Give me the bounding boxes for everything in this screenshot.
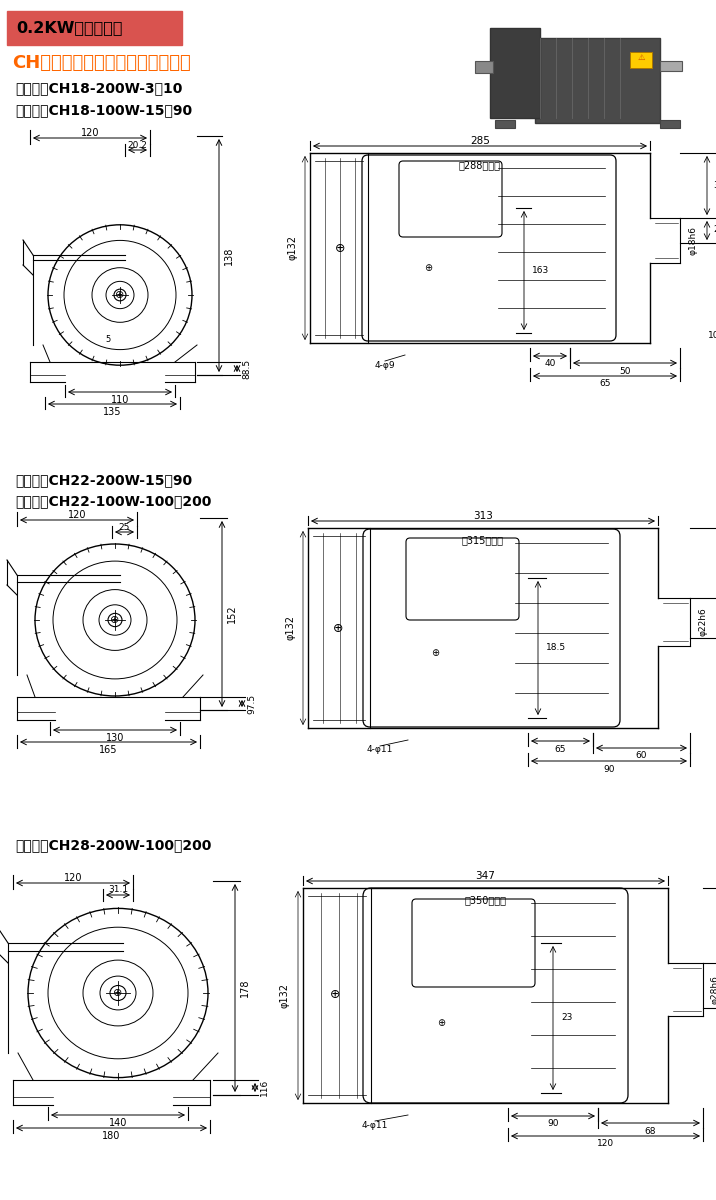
Bar (630, 52, 652, 68)
Text: φ132: φ132 (280, 983, 290, 1008)
Text: ⊕: ⊕ (431, 648, 439, 658)
Bar (490, 28, 540, 118)
Text: 163: 163 (532, 266, 549, 275)
Bar (660, 61, 682, 71)
Text: 23: 23 (561, 1014, 572, 1022)
Text: ⊕: ⊕ (330, 989, 340, 1002)
Text: 缩框型：CH22-100W-100～200: 缩框型：CH22-100W-100～200 (15, 494, 211, 508)
Text: 40: 40 (544, 360, 556, 368)
Text: 60: 60 (636, 751, 647, 761)
FancyBboxPatch shape (362, 155, 616, 341)
Text: ⊕: ⊕ (113, 988, 122, 998)
Bar (660, 120, 680, 128)
FancyBboxPatch shape (412, 899, 535, 986)
Text: 25: 25 (713, 226, 716, 234)
FancyBboxPatch shape (399, 161, 502, 236)
FancyBboxPatch shape (363, 888, 628, 1103)
Text: ⊕: ⊕ (335, 241, 345, 254)
Text: ⊕: ⊕ (115, 290, 125, 300)
Text: φ22h6: φ22h6 (698, 607, 707, 636)
Text: 5: 5 (105, 336, 111, 344)
Text: 165: 165 (100, 745, 117, 755)
Text: ⊕: ⊕ (110, 614, 120, 625)
Text: 10: 10 (708, 330, 716, 340)
Bar (495, 120, 515, 128)
Text: （315刹车）: （315刹车） (462, 535, 504, 545)
Text: 20.2: 20.2 (127, 140, 147, 150)
Text: ⊕: ⊕ (437, 1018, 445, 1028)
Text: 180: 180 (102, 1130, 121, 1141)
Text: CH型卧式三相（刹车）马达减速机: CH型卧式三相（刹车）马达减速机 (12, 54, 190, 72)
Text: 缩框型：CH18-100W-15～90: 缩框型：CH18-100W-15～90 (15, 103, 192, 116)
Text: 130: 130 (106, 733, 124, 743)
Text: 120: 120 (597, 1140, 614, 1148)
Text: 4-φ11: 4-φ11 (362, 1121, 388, 1129)
Text: 30: 30 (713, 181, 716, 190)
Text: （350刹车）: （350刹车） (465, 895, 506, 905)
Bar (475, 61, 493, 73)
Text: 110: 110 (111, 395, 129, 404)
Text: ⚠: ⚠ (637, 53, 644, 62)
Text: 31.1: 31.1 (108, 886, 128, 894)
Text: （288刹车）: （288刹车） (459, 160, 501, 170)
Text: 65: 65 (599, 379, 611, 389)
Text: ⊕: ⊕ (333, 622, 343, 635)
Text: φ132: φ132 (287, 235, 297, 260)
Text: 285: 285 (470, 136, 490, 146)
Text: 138: 138 (224, 246, 234, 265)
FancyBboxPatch shape (406, 538, 519, 620)
Text: 88.5: 88.5 (242, 359, 251, 378)
Text: 4-φ11: 4-φ11 (367, 745, 393, 755)
Text: 120: 120 (68, 510, 86, 520)
Text: 标准型：CH18-200W-3～10: 标准型：CH18-200W-3～10 (15, 80, 183, 95)
FancyBboxPatch shape (7, 11, 182, 44)
Text: 120: 120 (81, 128, 100, 138)
Text: 4-φ9: 4-φ9 (374, 360, 395, 370)
Bar (535, 38, 660, 122)
Text: 178: 178 (240, 979, 250, 997)
Text: 90: 90 (604, 764, 615, 774)
Text: 97.5: 97.5 (247, 694, 256, 714)
Text: φ18h6: φ18h6 (688, 226, 697, 254)
Text: 120: 120 (64, 874, 82, 883)
Text: 347: 347 (475, 871, 495, 881)
Text: 65: 65 (555, 744, 566, 754)
Text: 152: 152 (227, 605, 237, 623)
Text: 标准型：CH28-200W-100～200: 标准型：CH28-200W-100～200 (15, 838, 211, 852)
Text: 135: 135 (103, 407, 122, 416)
Text: 90: 90 (547, 1120, 558, 1128)
Text: φ28h6: φ28h6 (711, 976, 716, 1004)
FancyBboxPatch shape (363, 529, 620, 727)
Text: 18.5: 18.5 (546, 643, 566, 653)
Text: 标准型：CH22-200W-15～90: 标准型：CH22-200W-15～90 (15, 473, 192, 487)
Text: ⊕: ⊕ (424, 263, 432, 272)
Text: 313: 313 (473, 511, 493, 521)
Text: φ132: φ132 (285, 616, 295, 641)
Text: 68: 68 (644, 1127, 657, 1135)
Text: 116: 116 (260, 1079, 269, 1096)
Text: 25: 25 (119, 522, 130, 532)
Text: 0.2KW电机尺寸图: 0.2KW电机尺寸图 (16, 20, 122, 36)
Text: 140: 140 (109, 1118, 127, 1128)
Text: 50: 50 (619, 366, 631, 376)
